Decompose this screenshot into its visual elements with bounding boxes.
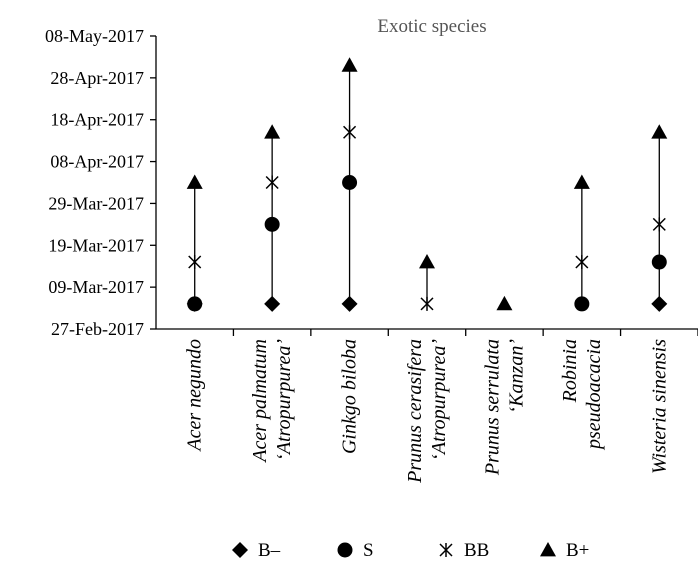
marker-diamond (264, 295, 281, 312)
marker-diamond (341, 295, 358, 312)
y-tick-label: 29-Mar-2017 (48, 193, 144, 213)
x-tick-label: Wisteria sinensis (648, 339, 670, 474)
marker-asterisk (652, 217, 666, 232)
marker-circle (574, 296, 590, 312)
legend: B– S BB B+ (232, 540, 589, 561)
x-tick-label: Acer palmatum (249, 339, 271, 464)
x-tick-label: Prunus cerasifera (404, 339, 426, 484)
y-tick-label: 08-Apr-2017 (50, 152, 144, 172)
x-tick-label: Robinia (559, 339, 581, 403)
legend-marker-circle (337, 542, 353, 558)
legend-label: B– (258, 540, 281, 561)
marker-asterisk (420, 296, 434, 311)
marker-asterisk (188, 255, 202, 270)
marker-asterisk (343, 125, 357, 140)
chart-title: Exotic species (377, 16, 486, 37)
x-axis-ticks: Acer negundo Acer palmatum ‘Atropurpurea’ G… (184, 329, 698, 484)
y-tick-label: 27-Feb-2017 (51, 319, 144, 339)
marker-diamond (651, 295, 668, 312)
y-tick-label: 18-Apr-2017 (50, 110, 144, 130)
marker-triangle (573, 174, 590, 189)
marker-triangle (651, 124, 668, 139)
marker-circle (187, 296, 203, 312)
y-axis-ticks: 27-Feb-2017 09-Mar-2017 19-Mar-2017 29-Mar-… (45, 26, 156, 339)
y-tick-label: 08-May-2017 (45, 26, 144, 46)
y-tick-label: 19-Mar-2017 (48, 235, 144, 255)
x-tick-label: Acer negundo (184, 339, 206, 453)
marker-circle (342, 175, 358, 190)
legend-label: BB (464, 540, 489, 561)
x-tick-label: ‘Atropurpurea’ (273, 339, 295, 461)
markers (186, 57, 668, 312)
x-tick-label: pseudoacacia (583, 339, 605, 451)
marker-circle (651, 254, 667, 270)
x-tick-label: ‘Kanzan’ (505, 339, 527, 414)
y-tick-label: 09-Mar-2017 (48, 277, 144, 297)
marker-triangle (341, 57, 358, 72)
marker-asterisk (575, 255, 589, 270)
legend-label: S (363, 540, 374, 561)
legend-label: B+ (566, 540, 589, 561)
marker-asterisk (265, 175, 279, 190)
legend-marker-triangle (540, 542, 556, 557)
legend-marker-diamond (232, 542, 248, 558)
marker-triangle (496, 295, 513, 311)
marker-triangle (419, 254, 435, 269)
x-tick-label: Prunus serrulata (481, 339, 503, 476)
y-tick-label: 28-Apr-2017 (50, 68, 144, 88)
marker-triangle (264, 124, 281, 139)
marker-triangle (186, 174, 203, 189)
axes (155, 36, 698, 330)
legend-marker-asterisk (439, 543, 453, 557)
marker-circle (264, 216, 280, 232)
x-tick-label: Ginkgo biloba (339, 339, 361, 454)
x-tick-label: ‘Atropurpurea’ (428, 339, 450, 461)
